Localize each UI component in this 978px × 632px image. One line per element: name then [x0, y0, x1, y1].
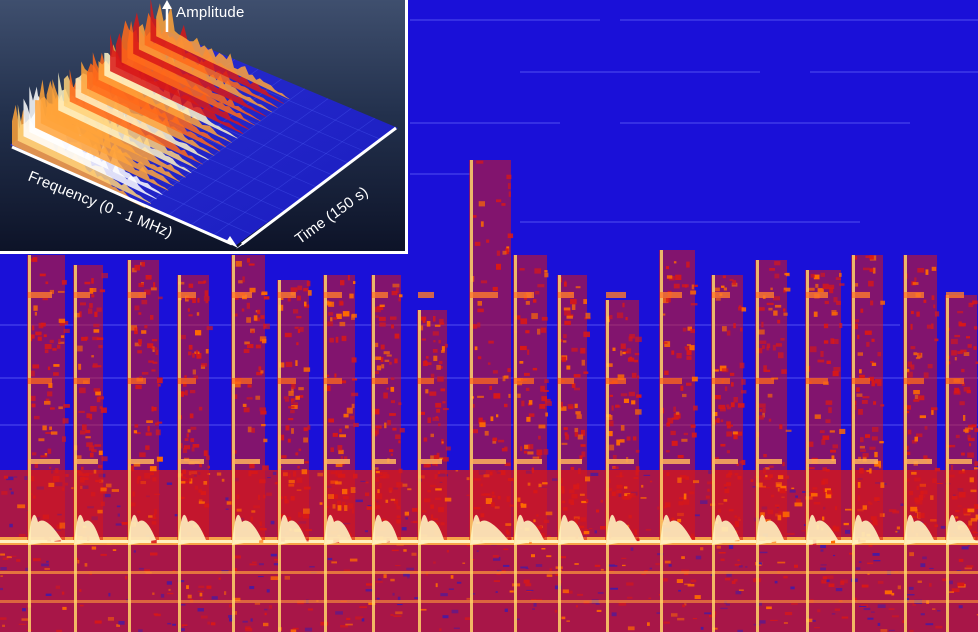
- waterfall-ridges: [12, 0, 290, 208]
- event-burst: [513, 255, 553, 632]
- amplitude-arrow-icon: [162, 0, 172, 9]
- axis-arrowhead-icon: [226, 236, 238, 248]
- waterfall-ridge: [150, 0, 284, 104]
- event-burst: [469, 160, 514, 632]
- waterfall-ridge: [110, 33, 244, 135]
- waterfall-ridge: [29, 86, 163, 195]
- waterfall-ridge: [156, 3, 290, 100]
- event-burst: [417, 292, 452, 632]
- event-burst: [27, 255, 70, 632]
- waterfall-ridge: [52, 79, 186, 178]
- time-axis: [241, 126, 397, 246]
- waterfall-plot: [10, 0, 398, 249]
- event-burst: [659, 250, 700, 632]
- waterfall-ridge: [46, 80, 180, 182]
- event-burst: [557, 275, 591, 632]
- event-burst: [73, 265, 108, 632]
- event-burst: [805, 270, 846, 632]
- axis-arrowhead-icon: [236, 238, 248, 249]
- event-burst: [903, 255, 941, 632]
- event-burst: [851, 255, 885, 632]
- event-burst: [945, 292, 978, 632]
- event-burst: [277, 280, 312, 632]
- event-burst: [371, 275, 405, 632]
- waterfall-inset: Amplitude Frequency (0 - 1 MHz) Time (15…: [0, 0, 408, 254]
- amplitude-axis-label: Amplitude: [176, 4, 245, 21]
- event-burst: [231, 255, 270, 632]
- event-burst: [711, 275, 747, 632]
- event-burst: [177, 275, 213, 632]
- waterfall-ridge: [87, 52, 221, 152]
- spectrogram-event-bursts: [27, 160, 978, 632]
- event-burst: [323, 275, 359, 632]
- frequency-axis: [11, 145, 233, 246]
- event-burst: [755, 260, 792, 632]
- event-burst: [605, 292, 642, 632]
- waterfall-ridge: [12, 104, 146, 208]
- event-burst: [127, 260, 163, 632]
